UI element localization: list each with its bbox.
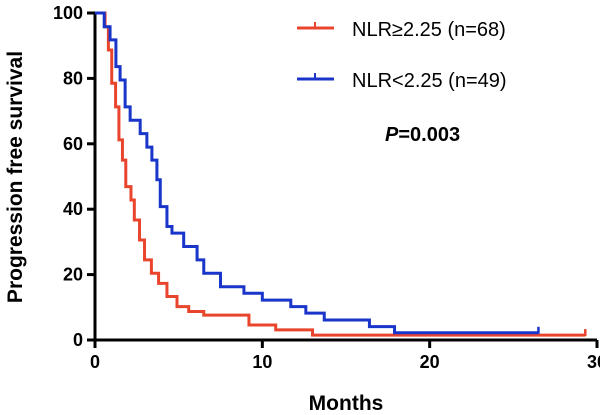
legend-label-low-nlr: NLR<2.25 (n=49) <box>352 70 507 92</box>
y-tick-label: 20 <box>63 265 83 285</box>
p-symbol: P <box>385 124 399 146</box>
x-tick-label: 20 <box>420 352 440 372</box>
legend: NLR≥2.25 (n=68) NLR<2.25 (n=49) <box>297 19 507 92</box>
y-tick-label: 60 <box>63 134 83 154</box>
x-tick-label: 30 <box>587 352 600 372</box>
x-tick-label: 10 <box>252 352 272 372</box>
axes: 0 10 20 30 0 20 40 60 80 100 <box>53 3 600 372</box>
legend-label-high-nlr: NLR≥2.25 (n=68) <box>352 19 506 41</box>
y-axis-label: Progression free survival <box>4 51 27 303</box>
y-tick-label: 100 <box>53 3 83 23</box>
p-value: =0.003 <box>398 124 460 146</box>
survival-curve-high-nlr <box>95 11 586 337</box>
curves <box>95 11 587 337</box>
legend-item-low-nlr: NLR<2.25 (n=49) <box>297 70 507 92</box>
x-tick-label: 0 <box>90 352 100 372</box>
p-value-annotation: P=0.003 <box>385 124 460 146</box>
y-tick-label: 0 <box>73 330 83 350</box>
y-tick-label: 80 <box>63 68 83 88</box>
legend-item-high-nlr: NLR≥2.25 (n=68) <box>297 19 506 41</box>
survival-curve-low-nlr <box>95 11 539 335</box>
x-axis-label: Months <box>309 392 384 415</box>
y-tick-label: 40 <box>63 199 83 219</box>
